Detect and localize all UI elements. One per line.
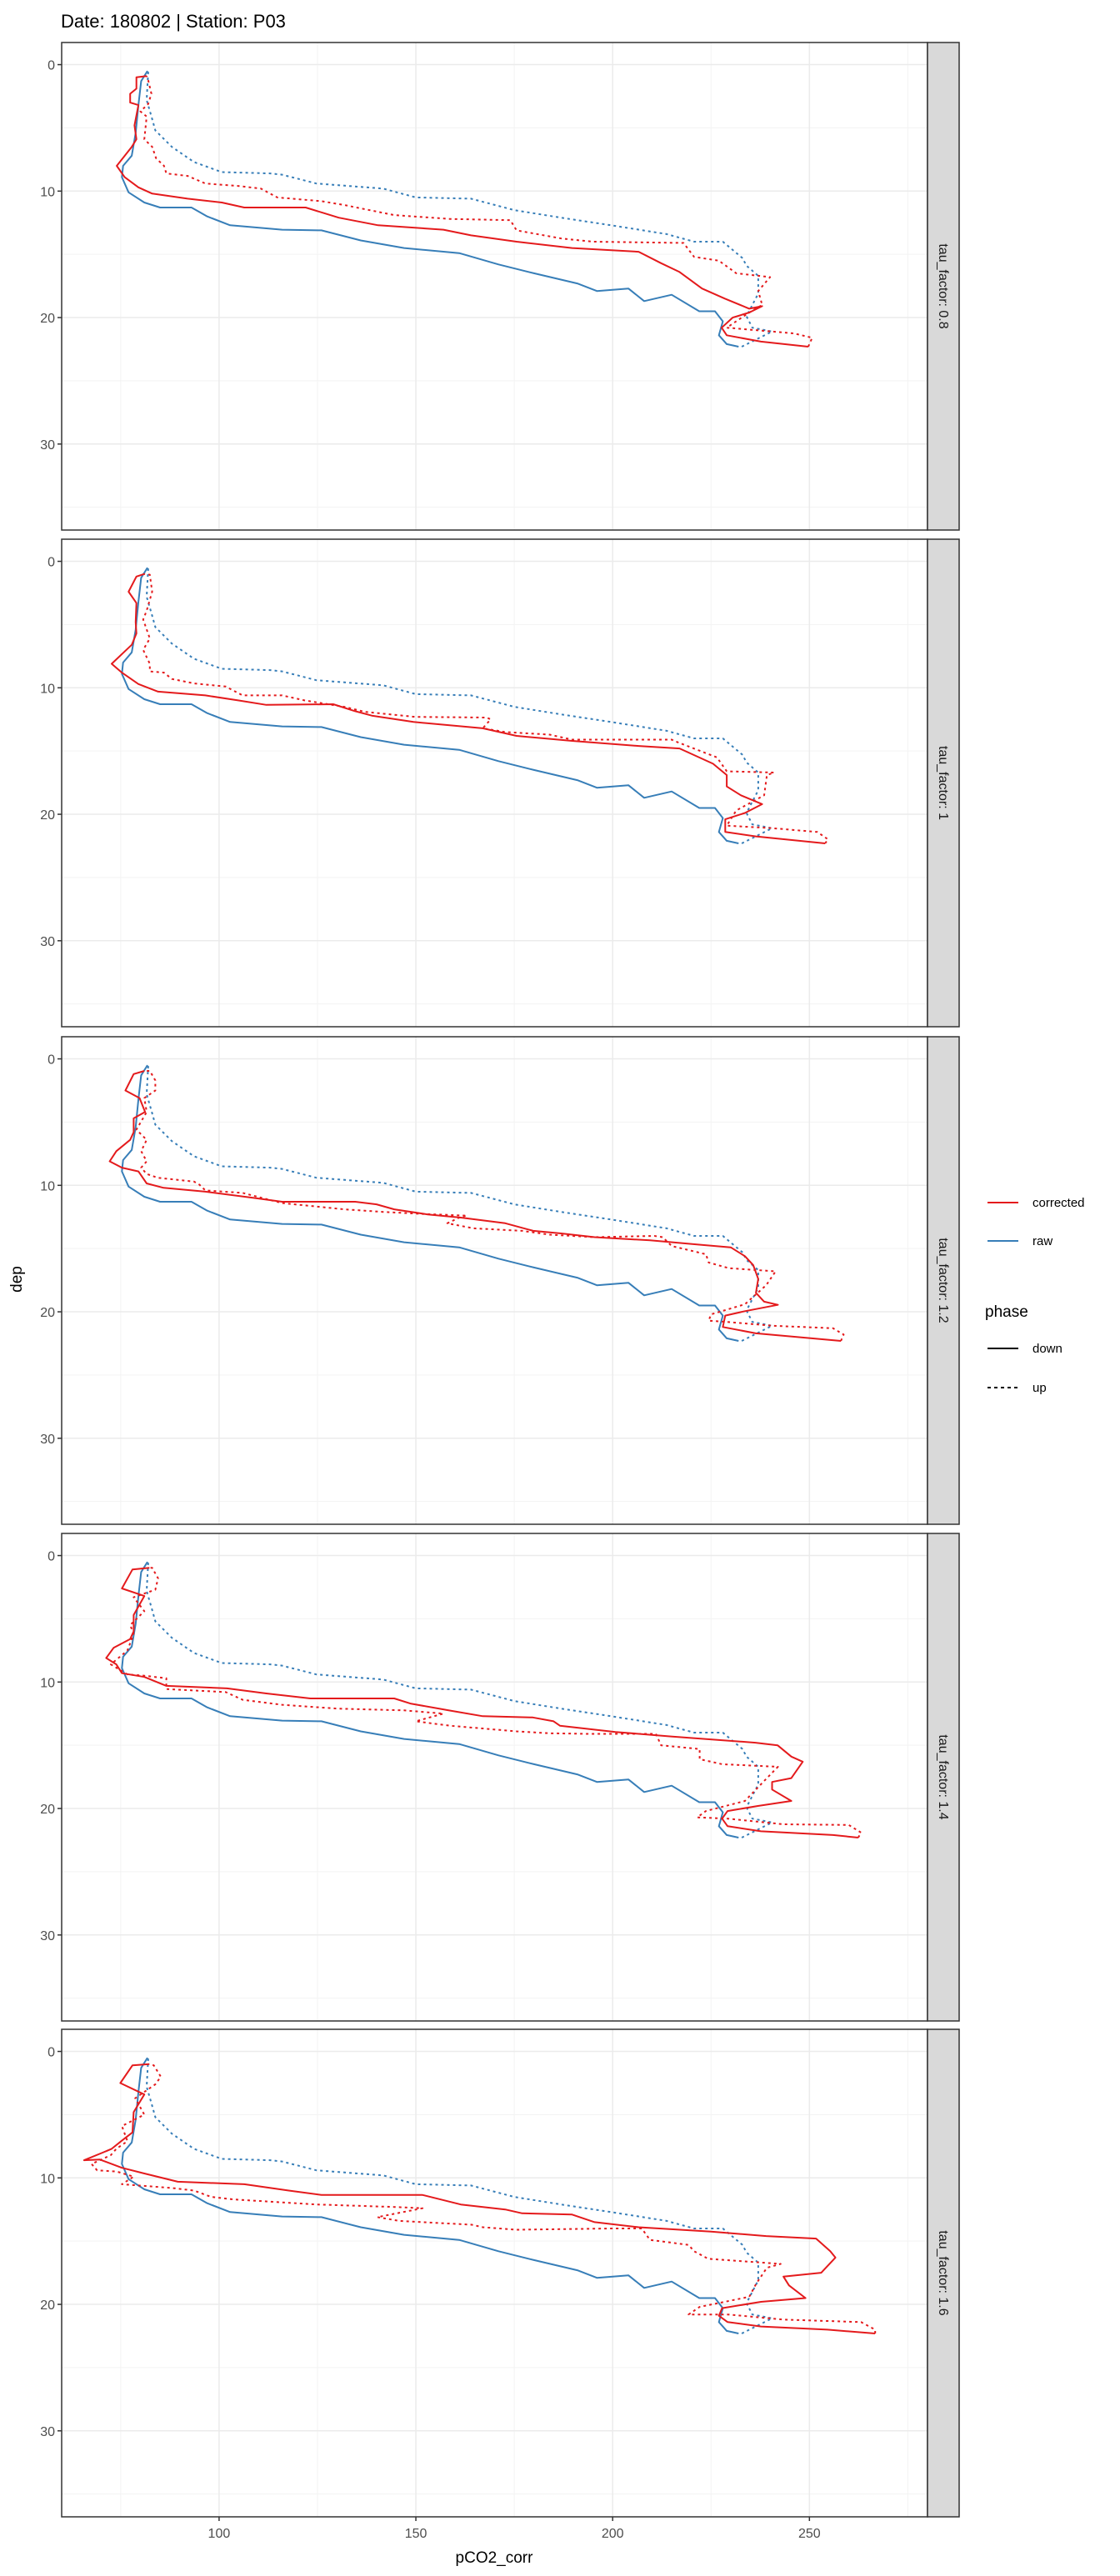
- legend-label-corrected: corrected: [1032, 1196, 1085, 1210]
- y-tick-label: 30: [40, 1433, 55, 1447]
- series-line-raw-down: [121, 70, 739, 348]
- panel-background: [62, 1037, 928, 1524]
- legend-label-up: up: [1032, 1381, 1047, 1395]
- series-line-corrected-up: [142, 573, 829, 844]
- y-tick-label: 10: [40, 2172, 55, 2186]
- series-line-corrected-down: [108, 1070, 842, 1342]
- y-tick-label: 10: [40, 1676, 55, 1690]
- x-axis-title: pCO2_corr: [456, 2549, 534, 2567]
- y-tick-label: 20: [40, 1803, 55, 1817]
- facet-strip-label: tau_factor: 1.2: [936, 1238, 950, 1323]
- series-line-raw-down: [121, 1561, 739, 1838]
- y-tick-label: 0: [48, 1550, 55, 1564]
- facet-panel: 0 10 20 30 tau_factor: 1: [40, 538, 960, 1028]
- facet-strip-label: tau_factor: 1: [936, 746, 950, 820]
- y-tick-label: 10: [40, 682, 55, 696]
- x-tick-label: 200: [602, 2527, 624, 2541]
- series-line-corrected-up: [135, 1070, 845, 1342]
- y-tick-label: 0: [48, 556, 55, 570]
- facet-panel: 0 10 20 30 tau_factor: 1.6: [40, 2028, 960, 2518]
- facet-strip: [927, 1036, 960, 1525]
- facet-strip: [927, 1533, 960, 2022]
- series-line-corrected-down: [82, 2063, 876, 2334]
- legend-title-phase: phase: [985, 1303, 1028, 1321]
- y-tick-label: 30: [40, 438, 55, 453]
- facet-strip: [927, 538, 960, 1028]
- facet-strip-label: tau_factor: 1.6: [936, 2230, 950, 2315]
- x-tick-label: 250: [798, 2527, 821, 2541]
- facet-panel: 0 10 20 30 tau_factor: 1.2: [40, 1036, 960, 1525]
- y-tick-label: 0: [48, 59, 55, 73]
- y-tick-label: 10: [40, 1179, 55, 1193]
- legend-label-raw: raw: [1032, 1234, 1052, 1248]
- y-axis-title: dep: [8, 1266, 26, 1293]
- panel-background: [62, 43, 928, 530]
- series-line-raw-down: [121, 2057, 739, 2334]
- y-tick-label: 10: [40, 185, 55, 199]
- facet-strip: [927, 42, 960, 531]
- y-tick-label: 20: [40, 2298, 55, 2313]
- y-tick-label: 30: [40, 935, 55, 949]
- y-tick-label: 0: [48, 2046, 55, 2060]
- legend: corrected raw phase down up: [985, 1196, 1085, 1395]
- y-tick-label: 30: [40, 2425, 55, 2439]
- chart-title: Date: 180802 | Station: P03: [61, 11, 286, 32]
- y-tick-label: 20: [40, 312, 55, 326]
- y-tick-label: 0: [48, 1053, 55, 1068]
- legend-label-down: down: [1032, 1342, 1062, 1356]
- facet-strip: [927, 2028, 960, 2518]
- x-tick-label: 150: [405, 2527, 428, 2541]
- series-line-corrected-down: [105, 1567, 859, 1838]
- x-tick-label: 100: [208, 2527, 231, 2541]
- facet-panel: 0 10 20 30 tau_factor: 0.8: [40, 42, 960, 531]
- series-line-corrected-up: [90, 2063, 877, 2333]
- panel-background: [62, 1533, 928, 2021]
- series-line-raw-down: [121, 1064, 739, 1342]
- panel-background: [62, 539, 928, 1027]
- y-tick-label: 20: [40, 1306, 55, 1320]
- facet-panel: 0 10 20 30 tau_factor: 1.4: [40, 1533, 960, 2022]
- y-tick-label: 30: [40, 1929, 55, 1943]
- series-line-corrected-down: [116, 75, 809, 348]
- series-line-corrected-down: [111, 573, 826, 844]
- series-line-raw-down: [121, 567, 739, 844]
- panel-background: [62, 2029, 928, 2517]
- facet-strip-label: tau_factor: 0.8: [936, 243, 950, 328]
- facet-strip-label: tau_factor: 1.4: [936, 1734, 950, 1819]
- y-tick-label: 20: [40, 808, 55, 823]
- series-line-corrected-up: [139, 75, 813, 348]
